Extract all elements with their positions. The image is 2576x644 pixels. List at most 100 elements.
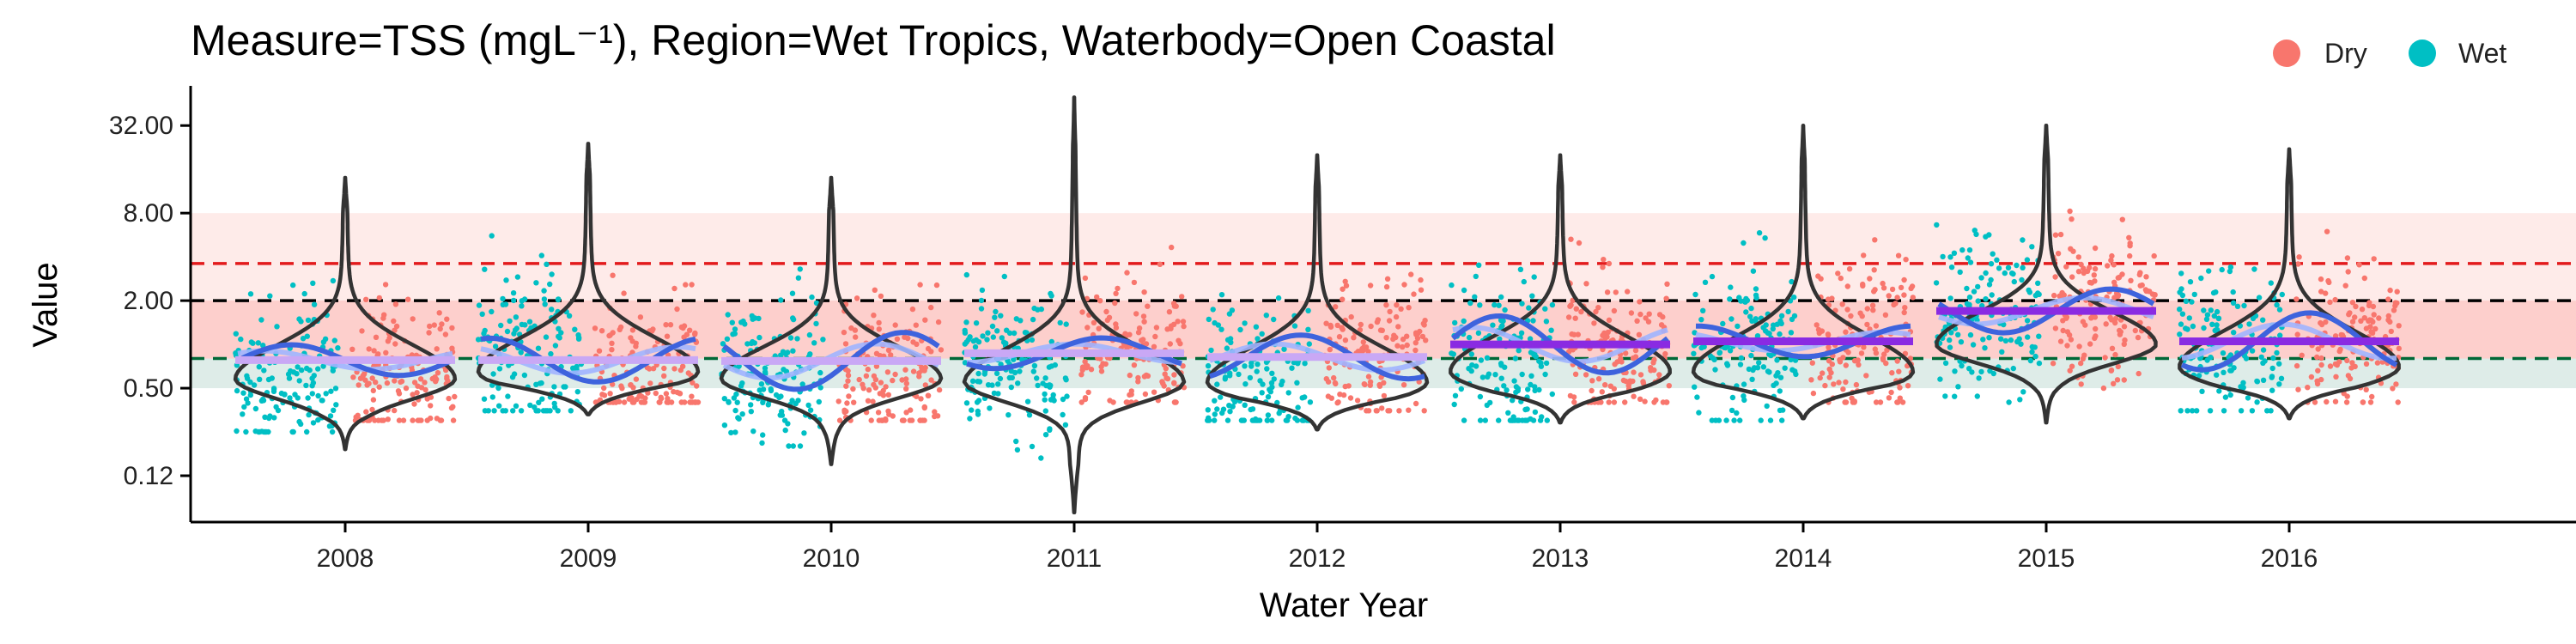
data-point	[1052, 361, 1059, 368]
data-point	[1131, 279, 1138, 286]
data-point	[1877, 399, 1884, 405]
data-point	[890, 377, 896, 384]
data-point	[797, 443, 804, 449]
data-point	[1472, 294, 1478, 300]
data-point	[1269, 370, 1275, 376]
data-point	[1516, 348, 1522, 354]
data-point	[1237, 326, 1243, 333]
data-point	[1599, 389, 1606, 395]
data-point	[2057, 231, 2064, 238]
data-point	[1413, 347, 1419, 354]
data-point	[801, 430, 807, 436]
data-point	[787, 335, 794, 341]
data-point	[2121, 324, 2128, 330]
data-point	[1736, 295, 1742, 301]
data-point	[1723, 417, 1729, 423]
data-point	[1505, 410, 1511, 416]
data-point	[674, 306, 680, 313]
trend-light-2016	[2181, 321, 2397, 361]
data-point	[1157, 261, 1163, 267]
data-point	[1406, 305, 1412, 311]
data-point	[1712, 367, 1718, 373]
data-point	[2024, 257, 2031, 263]
data-point	[2385, 317, 2391, 323]
data-point	[503, 277, 509, 283]
data-point	[1449, 282, 1455, 289]
data-point	[2069, 363, 2075, 369]
data-point	[1400, 343, 1406, 350]
data-point	[1765, 330, 1771, 336]
data-point	[853, 334, 859, 340]
data-point	[621, 399, 628, 405]
data-point	[734, 399, 740, 405]
data-point	[1047, 427, 1053, 433]
data-point	[1896, 368, 1902, 374]
data-point	[1788, 356, 1794, 362]
data-point	[375, 351, 381, 357]
data-point	[777, 412, 783, 418]
data-point	[994, 328, 1000, 334]
data-point	[2215, 315, 2222, 321]
data-point	[1042, 397, 1048, 403]
data-point	[1305, 326, 1311, 332]
data-point	[1210, 307, 1216, 313]
data-point	[592, 325, 598, 331]
data-point	[2069, 274, 2075, 280]
data-point	[1622, 399, 1628, 405]
data-point	[452, 393, 458, 400]
data-point	[323, 391, 329, 397]
data-point	[2105, 263, 2111, 269]
data-point	[876, 319, 882, 326]
data-point	[489, 233, 495, 239]
data-point	[1379, 405, 1385, 411]
data-point	[2006, 399, 2012, 405]
data-point	[1861, 344, 1867, 350]
data-point	[1224, 345, 1230, 351]
data-point	[1826, 344, 1832, 350]
data-point	[1780, 407, 1786, 413]
data-point	[1504, 387, 1510, 393]
violin-2014	[1691, 123, 1916, 421]
data-point	[267, 293, 273, 299]
data-point	[1543, 319, 1550, 325]
data-point	[498, 322, 504, 329]
data-point	[2342, 283, 2348, 289]
data-point	[758, 381, 765, 387]
data-point	[1983, 270, 1989, 276]
data-point	[1079, 309, 1085, 315]
data-point	[2109, 252, 2115, 259]
data-point	[610, 381, 616, 387]
data-point	[732, 407, 738, 414]
data-point	[1205, 362, 1212, 369]
data-point	[1605, 329, 1612, 336]
data-point	[797, 266, 803, 272]
data-point	[300, 336, 307, 342]
data-point	[1637, 311, 1643, 318]
trend-dark-2009	[480, 335, 696, 385]
data-point	[1013, 438, 1019, 445]
data-point	[2078, 360, 2084, 367]
data-point	[1064, 393, 1070, 399]
data-point	[1166, 309, 1173, 315]
data-point	[533, 280, 539, 286]
data-point	[2018, 341, 2024, 347]
data-point	[1774, 321, 1780, 327]
data-point	[1965, 255, 1971, 261]
data-point	[1741, 397, 1747, 404]
data-point	[1498, 375, 1504, 381]
data-point	[1260, 381, 1266, 387]
data-point	[1374, 408, 1380, 414]
data-point	[817, 385, 823, 391]
data-point	[1729, 394, 1736, 401]
data-point	[1381, 392, 1388, 399]
data-point	[1295, 361, 1301, 367]
data-point	[306, 411, 312, 418]
data-point	[863, 373, 870, 379]
data-point	[1860, 283, 1866, 289]
data-point	[1656, 372, 1662, 378]
data-point	[843, 383, 849, 389]
data-point	[1451, 401, 1457, 408]
data-point	[1611, 307, 1618, 314]
data-point	[1881, 351, 1887, 357]
data-point	[1255, 361, 1261, 368]
